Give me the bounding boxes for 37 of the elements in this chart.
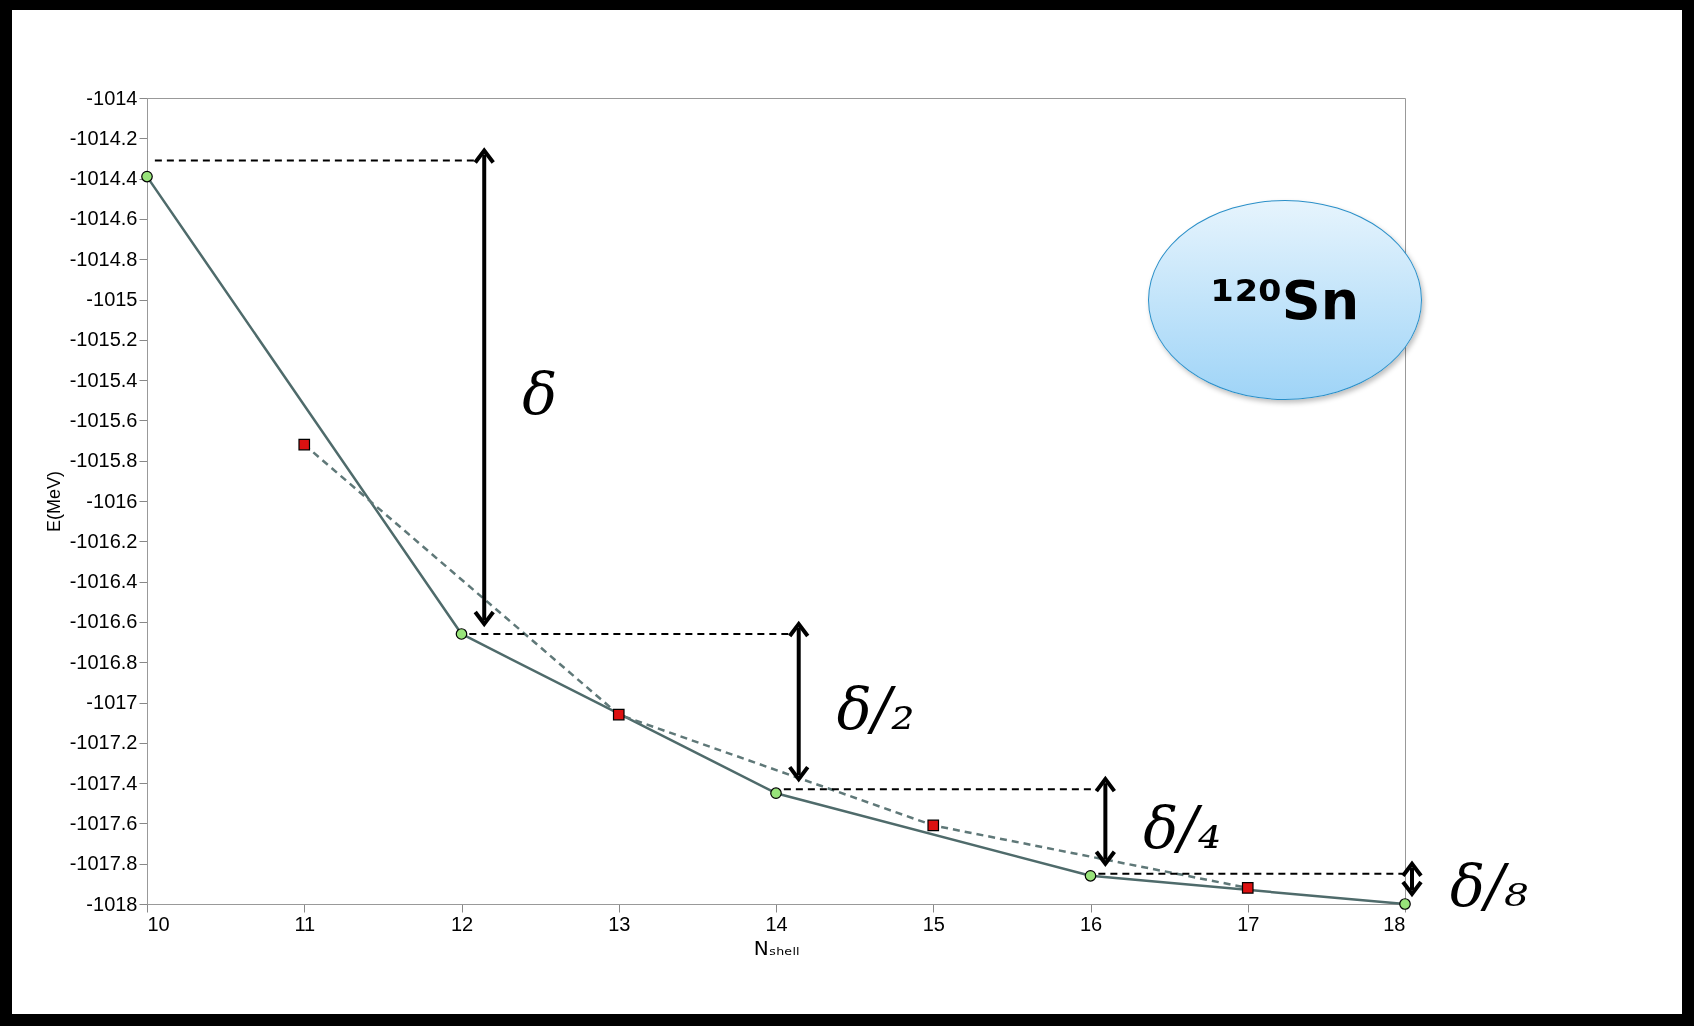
x-tick-label: 17 — [1237, 912, 1260, 935]
y-tick-label: -1017.6 — [69, 811, 138, 834]
x-tick-label: 11 — [294, 912, 316, 935]
annotation: δ/₂ — [836, 674, 915, 743]
y-tick-label: -1014 — [86, 86, 138, 109]
x-tick-label: 10 — [147, 912, 170, 935]
y-tick-label: -1016.2 — [69, 529, 138, 552]
y-tick-label: -1015.8 — [69, 449, 138, 472]
annotation: δ/₄ — [1143, 794, 1222, 863]
x-tick-label: 18 — [1383, 912, 1406, 935]
y-tick-label: -1014.4 — [69, 167, 138, 190]
y-tick-label: -1015 — [86, 288, 138, 310]
y-tick-label: -1014.8 — [69, 247, 138, 270]
y-tick-label: -1015.4 — [69, 368, 138, 391]
text: δ/₈ — [1450, 851, 1528, 920]
y-tick-label: -1017.8 — [69, 852, 138, 875]
x-tick-label: 12 — [450, 912, 474, 935]
x-axis-title: Nₛₕₑₗₗ — [753, 935, 800, 960]
y-tick-label: -1014.6 — [69, 207, 138, 230]
y-tick-label: -1015.2 — [69, 328, 138, 351]
y-tick-label: -1017.2 — [69, 731, 138, 754]
annotation: ¹²⁰Sn — [1210, 268, 1360, 332]
x-tick-label: 16 — [1079, 912, 1103, 935]
y-axis-title: E(MeV) — [43, 470, 64, 533]
y-tick-label: -1016.6 — [69, 610, 138, 633]
x-tick-label: 15 — [922, 912, 945, 935]
y-tick-label: -1016 — [86, 489, 138, 512]
y-tick-label: -1015.6 — [69, 408, 138, 431]
y-tick-label: -1014.2 — [69, 126, 138, 149]
x-tick-label: 13 — [608, 912, 631, 935]
y-tick-label: -1016.4 — [69, 570, 138, 593]
y-tick-label: -1018 — [86, 892, 138, 915]
x-tick-label: 14 — [765, 912, 788, 935]
y-tick-label: -1017.4 — [69, 771, 138, 794]
annotation: δ — [522, 360, 558, 429]
y-tick-label: -1016.8 — [69, 650, 138, 673]
y-tick-label: -1017 — [86, 691, 138, 713]
